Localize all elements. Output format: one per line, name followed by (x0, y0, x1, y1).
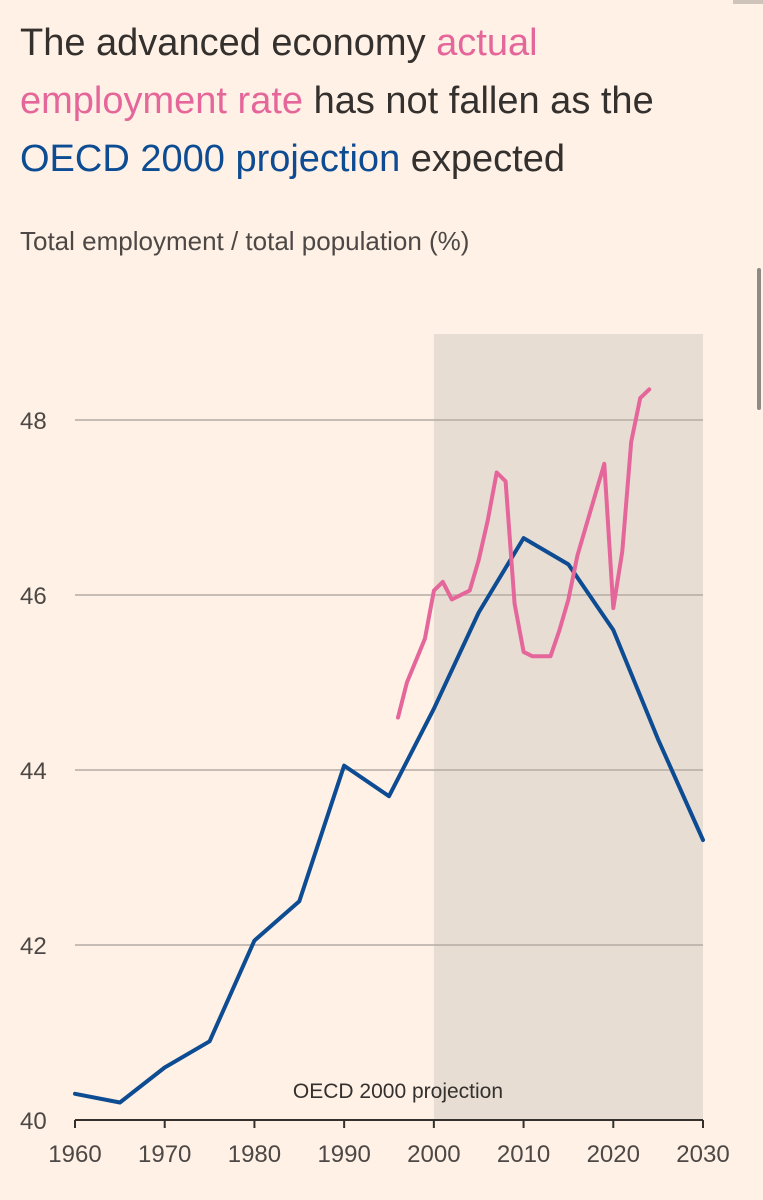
top-rule (733, 0, 763, 4)
y-axis-label: Total employment / total population (%) (20, 226, 470, 256)
headline-part-3: expected (400, 138, 566, 180)
x-tick-label-2000: 2000 (407, 1141, 460, 1168)
x-tick-label-2010: 2010 (497, 1141, 550, 1168)
y-tick-label-48: 48 (20, 408, 47, 435)
shaded-region (433, 334, 703, 1120)
y-tick-label-44: 44 (20, 758, 47, 785)
headline-part-1: The advanced economy (20, 22, 437, 64)
x-tick-label-1970: 1970 (138, 1141, 191, 1168)
series-line-actual-rate (396, 387, 652, 720)
y-tick-label-40: 40 (20, 1108, 47, 1135)
y-tick-label-46: 46 (20, 583, 47, 610)
scrollbar-thumb[interactable] (757, 268, 761, 410)
series-line-oecd-projection (73, 536, 705, 1105)
x-tick-label-2020: 2020 (587, 1141, 640, 1168)
x-tick-label-1960: 1960 (48, 1141, 101, 1168)
annotation-oecd-projection: OECD 2000 projection (293, 1080, 503, 1103)
x-tick-label-1990: 1990 (317, 1141, 370, 1168)
chart-headline: The advanced economy actual employment r… (20, 14, 750, 188)
y-tick-label-42: 42 (20, 933, 47, 960)
headline-actual-rate: actual employment rate (20, 22, 538, 122)
x-tick-label-1980: 1980 (228, 1141, 281, 1168)
headline-part-2: has not fallen as the (303, 80, 654, 122)
x-tick-label-2030: 2030 (676, 1141, 729, 1168)
headline-oecd-projection: OECD 2000 projection (20, 138, 401, 180)
